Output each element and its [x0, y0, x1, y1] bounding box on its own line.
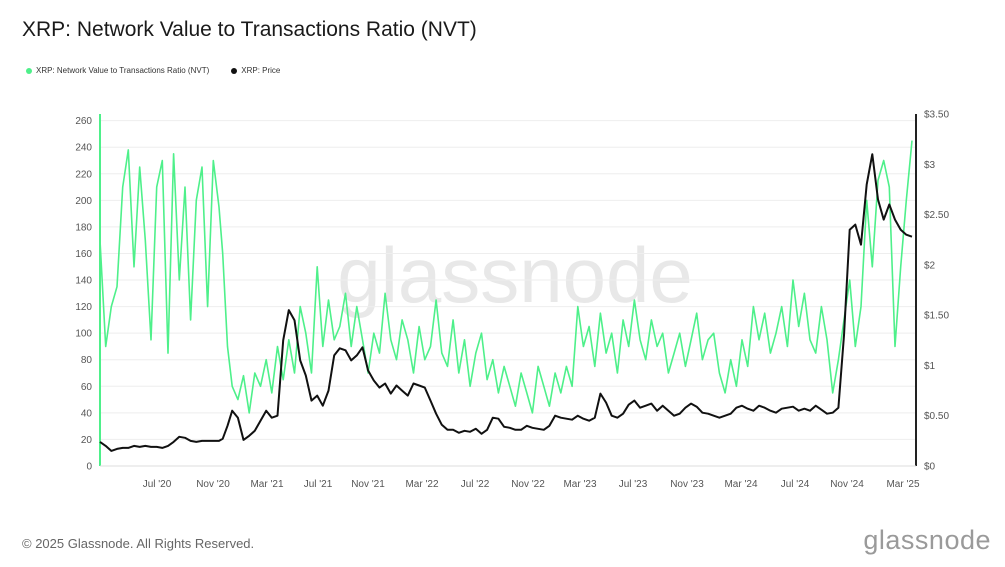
y-left-tick-0: 0	[86, 462, 92, 473]
y-left-tick-20: 20	[81, 435, 93, 446]
x-tick-13: Nov '24	[830, 479, 864, 490]
y-left-tick-80: 80	[81, 355, 93, 366]
chart-watermark: glassnode	[337, 231, 693, 319]
y-right-tick-6: $3	[924, 160, 936, 171]
y-left-tick-40: 40	[81, 408, 93, 419]
y-right-tick-7: $3.50	[924, 110, 949, 121]
tick-labels: 0 20 40 60 80 100 120 140 160 180 200 220 240 260 $0 $0…	[75, 110, 949, 491]
y-right-tick-2: $1	[924, 361, 936, 372]
axes	[99, 114, 917, 467]
x-tick-7: Nov '22	[511, 479, 545, 490]
y-left-tick-140: 140	[75, 276, 92, 287]
grid-lines	[100, 120, 916, 467]
y-left-tick-100: 100	[75, 329, 92, 340]
x-tick-4: Nov '21	[351, 479, 385, 490]
y-left-tick-160: 160	[75, 249, 92, 260]
legend-label-nvt: XRP: Network Value to Transactions Ratio…	[36, 66, 210, 75]
y-left-tick-120: 120	[75, 302, 92, 313]
x-tick-10: Nov '23	[670, 479, 704, 490]
y-right-tick-0: $0	[924, 462, 936, 473]
y-left-tick-260: 260	[75, 116, 92, 127]
glassnode-logo: glassnode	[863, 525, 991, 555]
x-tick-0: Jul '20	[143, 479, 172, 490]
y-right-tick-4: $2	[924, 260, 936, 271]
y-left-tick-180: 180	[75, 222, 92, 233]
x-tick-9: Jul '23	[619, 479, 648, 490]
x-tick-11: Mar '24	[724, 479, 757, 490]
legend-dot-price	[231, 67, 238, 74]
series-price-line	[99, 153, 913, 452]
series-nvt-line	[99, 140, 913, 414]
copyright-text: © 2025 Glassnode. All Rights Reserved.	[22, 536, 255, 551]
x-tick-1: Nov '20	[196, 479, 230, 490]
y-right-tick-3: $1.50	[924, 311, 949, 322]
chart-title: XRP: Network Value to Transactions Ratio…	[22, 18, 477, 41]
legend-item-price[interactable]: XRP: Price	[231, 66, 280, 75]
x-tick-12: Jul '24	[781, 479, 810, 490]
y-left-tick-200: 200	[75, 196, 92, 207]
y-right-tick-1: $0.50	[924, 411, 949, 422]
series-lines	[99, 140, 913, 452]
legend-item-nvt[interactable]: XRP: Network Value to Transactions Ratio…	[26, 66, 209, 75]
y-left-tick-240: 240	[75, 143, 92, 154]
legend-dot-nvt	[26, 67, 32, 74]
y-right-tick-5: $2.50	[924, 210, 949, 221]
y-left-tick-220: 220	[75, 169, 92, 180]
legend: XRP: Network Value to Transactions Ratio…	[26, 66, 280, 75]
x-tick-2: Mar '21	[250, 479, 283, 490]
y-left-tick-60: 60	[81, 382, 93, 393]
x-tick-5: Mar '22	[405, 479, 438, 490]
x-tick-3: Jul '21	[304, 479, 333, 490]
x-tick-6: Jul '22	[461, 479, 490, 490]
x-tick-14: Mar '25	[886, 479, 919, 490]
x-tick-8: Mar '23	[563, 479, 596, 490]
legend-label-price: XRP: Price	[241, 66, 281, 75]
